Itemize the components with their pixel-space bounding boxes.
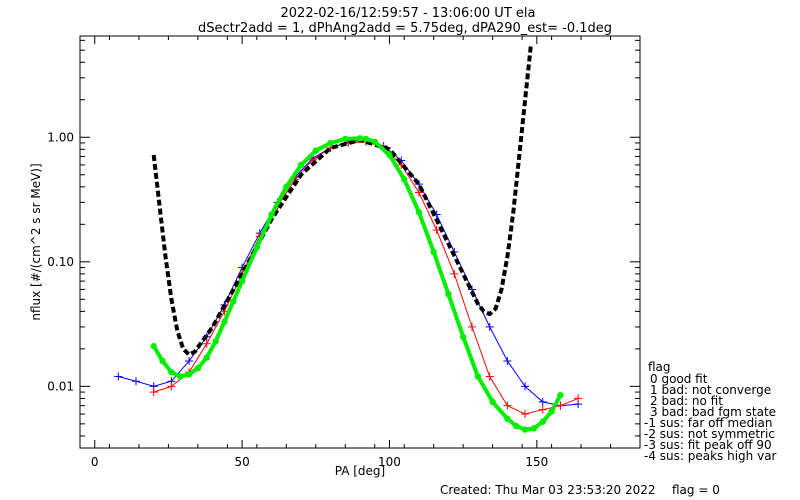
series-3-point-15 <box>312 147 319 154</box>
series-3-point-28 <box>489 398 496 406</box>
series-3-point-23 <box>415 209 423 216</box>
y-axis-label: nflux [#/(cm^2 s sr MeV)] <box>29 163 43 320</box>
series-3-point-20 <box>371 138 378 145</box>
series-3-point-31 <box>521 426 529 433</box>
series-3-point-14 <box>297 161 305 169</box>
legend-entry-1: 1 bad: not converge <box>650 383 771 397</box>
series-1-point-18 <box>468 322 476 331</box>
series-3-point-3 <box>177 373 184 380</box>
series-3-point-6 <box>203 354 210 361</box>
series-3-point-29 <box>504 415 511 422</box>
series-1-point-21 <box>521 409 530 418</box>
y-tick-label-2: 1.00 <box>47 130 74 144</box>
series-3-point-8 <box>221 318 228 325</box>
series-1-point-22 <box>538 405 547 414</box>
series-0-point-22 <box>503 356 512 365</box>
series-0-point-23 <box>521 382 530 391</box>
series-1-point-0 <box>149 388 158 397</box>
series-3-point-18 <box>356 135 364 142</box>
series-1-point-15 <box>414 188 423 197</box>
legend-entry-6: -3 sus: fit peak off 90 <box>644 438 772 452</box>
series-3-point-27 <box>474 373 482 380</box>
series-3-point-13 <box>283 183 290 191</box>
x-tick-label-0: 0 <box>91 455 99 469</box>
series-3-point-10 <box>238 277 246 285</box>
series-1-point-23 <box>556 401 565 410</box>
series-3-point-7 <box>212 338 219 345</box>
series-3-point-22 <box>401 176 408 183</box>
series-3-point-25 <box>445 290 452 298</box>
series-3-point-19 <box>362 135 370 143</box>
series-3-point-5 <box>194 364 202 372</box>
series-3-point-4 <box>185 371 193 378</box>
legend-entry-5: -2 sus: not symmetric <box>644 427 775 441</box>
chart-subtitle: dSectr2add = 1, dPhAng2add = 5.75deg, dP… <box>198 21 612 36</box>
flag-value: flag = 0 <box>672 483 720 497</box>
series-0-point-0 <box>114 372 123 381</box>
series-3-point-11 <box>253 244 261 251</box>
series-3-point-16 <box>327 139 334 147</box>
plot-frame <box>79 35 641 449</box>
series-1-point-20 <box>503 401 512 410</box>
series-1-point-3 <box>202 339 211 348</box>
legend-entry-2: 2 bad: no fit <box>650 394 723 408</box>
series-2-fit-curve <box>151 44 533 357</box>
series-3-point-33 <box>539 418 546 425</box>
legend: flag 0 good fit 1 bad: not converge 2 ba… <box>644 360 777 463</box>
legend-entry-0: 0 good fit <box>650 372 708 386</box>
series-3-point-9 <box>230 298 237 305</box>
series-0-point-1 <box>132 377 140 386</box>
x-axis-label: PA [deg] <box>335 464 385 478</box>
x-tick-label-1: 50 <box>234 455 249 469</box>
series-3-point-26 <box>459 333 467 340</box>
series-1-point-1 <box>167 382 176 391</box>
x-tick-label-3: 150 <box>525 455 548 469</box>
series-3-point-17 <box>342 135 349 143</box>
legend-entry-7: -4 sus: peaks high var <box>644 449 777 463</box>
axes: 0 50 100 150 0.01 0.10 1.00 <box>47 36 640 469</box>
legend-entry-4: -1 sus: far off median <box>644 416 772 430</box>
series-3-point-1 <box>159 357 166 365</box>
series-0-line <box>118 139 579 407</box>
created-timestamp: Created: Thu Mar 03 23:53:20 2022 <box>440 483 656 497</box>
series-3-point-35 <box>557 391 564 399</box>
plot-content <box>114 44 583 433</box>
series-3-point-12 <box>268 211 275 218</box>
series-1-point-24 <box>574 394 583 403</box>
series-3-point-2 <box>168 368 175 376</box>
series-3-point-0 <box>150 343 157 350</box>
chart-title: 2022-02-16/12:59:57 - 13:06:00 UT ela <box>281 6 536 21</box>
y-tick-label-0: 0.01 <box>47 379 74 393</box>
legend-entry-3: 3 bad: bad fgm state <box>650 405 776 419</box>
series-1-point-17 <box>450 269 459 278</box>
series-0-point-24 <box>538 397 547 406</box>
series-1-point-19 <box>485 372 494 381</box>
series-3-point-24 <box>430 248 437 256</box>
series-3-line <box>151 136 563 432</box>
series-3-point-30 <box>513 422 520 430</box>
y-tick-label-1: 0.10 <box>47 255 74 269</box>
series-1-point-16 <box>432 226 441 235</box>
series-0-point-4 <box>185 356 194 365</box>
series-3-point-34 <box>548 408 555 415</box>
x-tick-label-2: 100 <box>378 455 401 469</box>
legend-title: flag <box>648 360 671 374</box>
series-3-point-21 <box>386 151 393 159</box>
series-0-point-21 <box>485 322 494 331</box>
series-3-point-32 <box>530 425 538 432</box>
